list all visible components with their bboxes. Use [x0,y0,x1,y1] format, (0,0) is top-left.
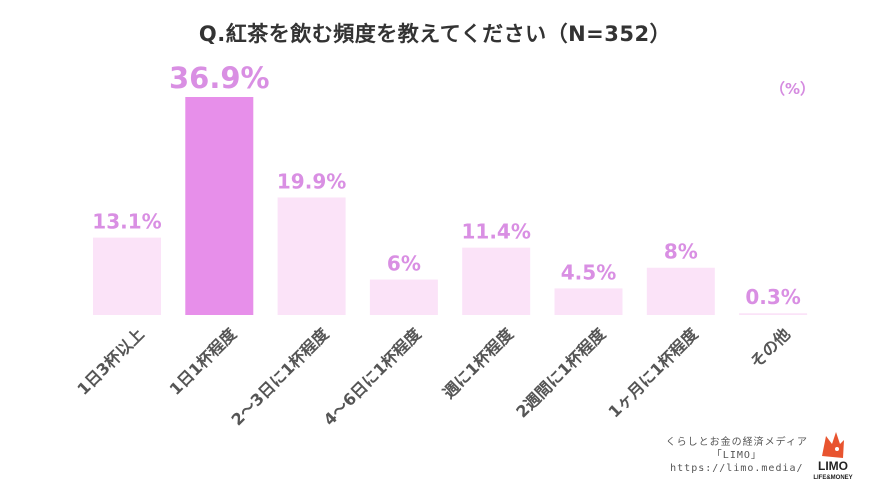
category-label-5: 週に1杯程度 [439,324,518,403]
value-label-8: 0.3% [745,285,800,309]
category-label-2: 1日1杯程度 [166,324,241,399]
bar-3 [277,197,346,315]
value-label-2: 36.9% [169,61,270,95]
category-label-8: その他 [747,324,794,371]
footer-credit: くらしとお金の経済メディア 「LIMO」 https://limo.media/ [666,436,808,475]
footer-brand: 「LIMO」 [711,450,762,461]
value-label-7: 8% [664,240,698,264]
category-label-6: 2週間に1杯程度 [512,324,610,422]
category-label-3: 2～3日に1杯程度 [227,324,333,430]
limo-logo: LIMO LIFE&MONEY [810,428,856,482]
category-label-1: 1日3杯以上 [73,324,147,398]
bar-6 [554,288,623,315]
svg-text:LIMO: LIMO [818,459,848,473]
value-label-5: 11.4% [462,220,531,244]
svg-text:LIFE&MONEY: LIFE&MONEY [813,475,852,481]
value-label-4: 6% [387,252,421,276]
footer-url: https://limo.media/ [670,463,804,474]
bar-1 [93,237,161,315]
value-label-3: 19.9% [277,169,346,193]
category-label-4: 4～6日に1杯程度 [320,324,426,430]
bar-7 [646,267,715,315]
unit-label: （%） [769,80,815,98]
bar-4 [369,279,438,315]
bar-5 [462,247,531,315]
value-label-1: 13.1% [92,210,161,234]
value-label-6: 4.5% [561,260,616,284]
footer-tagline: くらしとお金の経済メディア [665,437,808,448]
bar-8 [739,313,808,315]
category-label-7: 1ヶ月に1杯程度 [605,324,703,422]
bar-2 [185,97,254,315]
chart-title: Q.紅茶を飲む頻度を教えてください（N=352） [198,22,672,46]
